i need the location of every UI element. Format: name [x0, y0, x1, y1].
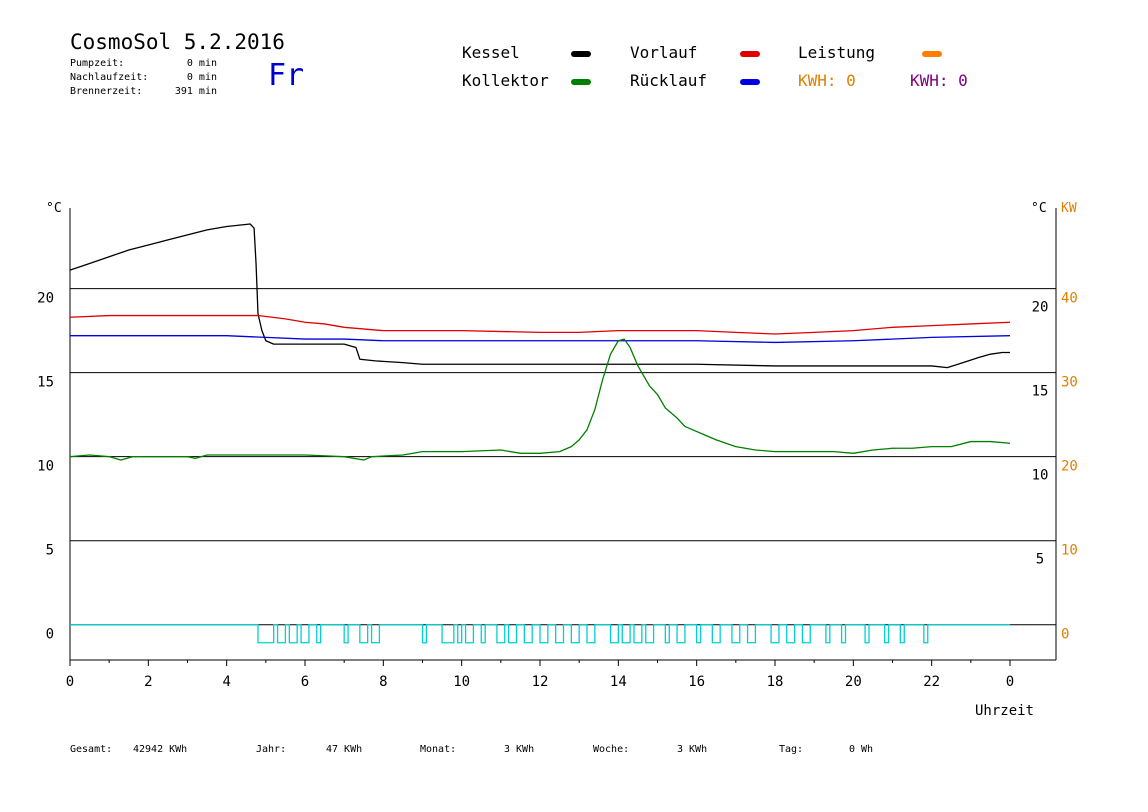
weekday-label: Fr — [268, 58, 305, 93]
x-tick-label-2: 4 — [222, 674, 230, 690]
left-unit-label: °C — [46, 201, 62, 216]
page-title: CosmoSol 5.2.2016 — [70, 30, 285, 54]
footer-jahr-value: 47 KWh — [326, 744, 363, 755]
kw-tick-10: 10 — [1061, 543, 1078, 559]
kw-tick-30: 30 — [1061, 375, 1078, 391]
legend-kollektor-label: Kollektor — [462, 71, 549, 90]
legend-kwh-leistung: KWH: 0 — [798, 71, 856, 90]
footer-monat-value: 3 KWh — [504, 744, 535, 755]
pump-pulse-line — [70, 624, 1010, 644]
legend-leistung-swatch — [922, 51, 942, 57]
footer-gesamt-value: 42942 KWh — [133, 744, 188, 755]
y-right-tick-10: 10 — [1032, 468, 1049, 484]
y-right-tick-15: 15 — [1032, 384, 1049, 400]
legend-ruecklauf-swatch — [740, 79, 760, 85]
y-left-tick-10: 10 — [37, 459, 54, 475]
x-tick-label-12: 0 — [1006, 674, 1014, 690]
legend-kollektor-swatch — [571, 79, 591, 85]
x-tick-label-9: 18 — [767, 674, 784, 690]
pumpzeit-value: 0 min — [186, 58, 217, 69]
nachlaufzeit-label: Nachlaufzeit: — [70, 72, 149, 83]
y-left-tick-20: 20 — [37, 291, 54, 307]
kw-tick-20: 20 — [1061, 459, 1078, 475]
series-vorlauf — [69, 314, 1011, 335]
series-kollektor — [69, 338, 1011, 461]
x-tick-label-7: 14 — [610, 674, 627, 690]
legend-kwh-second: KWH: 0 — [910, 71, 968, 90]
brennerzeit-value: 391 min — [174, 86, 217, 97]
kw-tick-0: 0 — [1061, 627, 1069, 643]
footer-tag-value: 0 Wh — [849, 744, 874, 755]
series-kessel — [69, 223, 1010, 369]
chart-axes — [69, 208, 1057, 661]
nachlaufzeit-value: 0 min — [186, 72, 217, 83]
series-rcklauf — [70, 335, 1011, 344]
footer-woche-label: Woche: — [593, 744, 630, 755]
x-tick-label-10: 20 — [845, 674, 862, 690]
x-tick-label-3: 6 — [301, 674, 309, 690]
brennerzeit-label: Brennerzeit: — [70, 86, 143, 97]
footer-tag-label: Tag: — [779, 744, 804, 755]
kw-unit-label: KW — [1061, 201, 1077, 216]
info-values: 0 min 0 min 391 min — [160, 57, 217, 99]
footer-woche-value: 3 KWh — [677, 744, 708, 755]
y-left-tick-15: 15 — [37, 375, 54, 391]
legend-vorlauf-swatch — [740, 51, 760, 57]
legend-ruecklauf-label: Rücklauf — [630, 71, 708, 90]
x-tick-label-11: 22 — [923, 674, 940, 690]
x-tick-label-0: 0 — [66, 674, 74, 690]
chart-grid — [70, 288, 1056, 626]
footer-jahr-label: Jahr: — [256, 744, 287, 755]
x-tick-label-8: 16 — [688, 674, 705, 690]
legend-leistung-label: Leistung — [798, 43, 876, 62]
x-tick-label-5: 10 — [453, 674, 470, 690]
x-tick-label-1: 2 — [144, 674, 152, 690]
y-left-tick-5: 5 — [46, 543, 54, 559]
pumpzeit-label: Pumpzeit: — [70, 58, 125, 69]
info-labels: Pumpzeit: Nachlaufzeit: Brennerzeit: — [70, 57, 148, 99]
chart-series — [69, 223, 1011, 461]
x-tick-label-4: 8 — [379, 674, 387, 690]
y-right-tick-20: 20 — [1032, 300, 1049, 316]
footer-monat-label: Monat: — [420, 744, 457, 755]
legend-vorlauf-label: Vorlauf — [630, 43, 698, 62]
right-unit-label: °C — [1031, 201, 1047, 216]
chart-ticks: 0 2 4 6 8 10 12 14 16 18 20 22 0 Uhrzeit 20 15 10 5 0 20 15 1… — [37, 291, 1078, 719]
chart-labels: °C °C KW — [46, 201, 1077, 216]
y-left-tick-0: 0 — [46, 627, 54, 643]
y-right-tick-5: 5 — [1036, 552, 1044, 568]
x-axis-label: Uhrzeit — [975, 703, 1034, 719]
pump-signal — [70, 624, 1010, 644]
legend-kessel-label: Kessel — [462, 43, 520, 62]
footer-gesamt-label: Gesamt: — [70, 744, 113, 755]
kw-tick-40: 40 — [1061, 291, 1078, 307]
x-tick-label-6: 12 — [532, 674, 549, 690]
legend-kessel-swatch — [571, 51, 591, 57]
